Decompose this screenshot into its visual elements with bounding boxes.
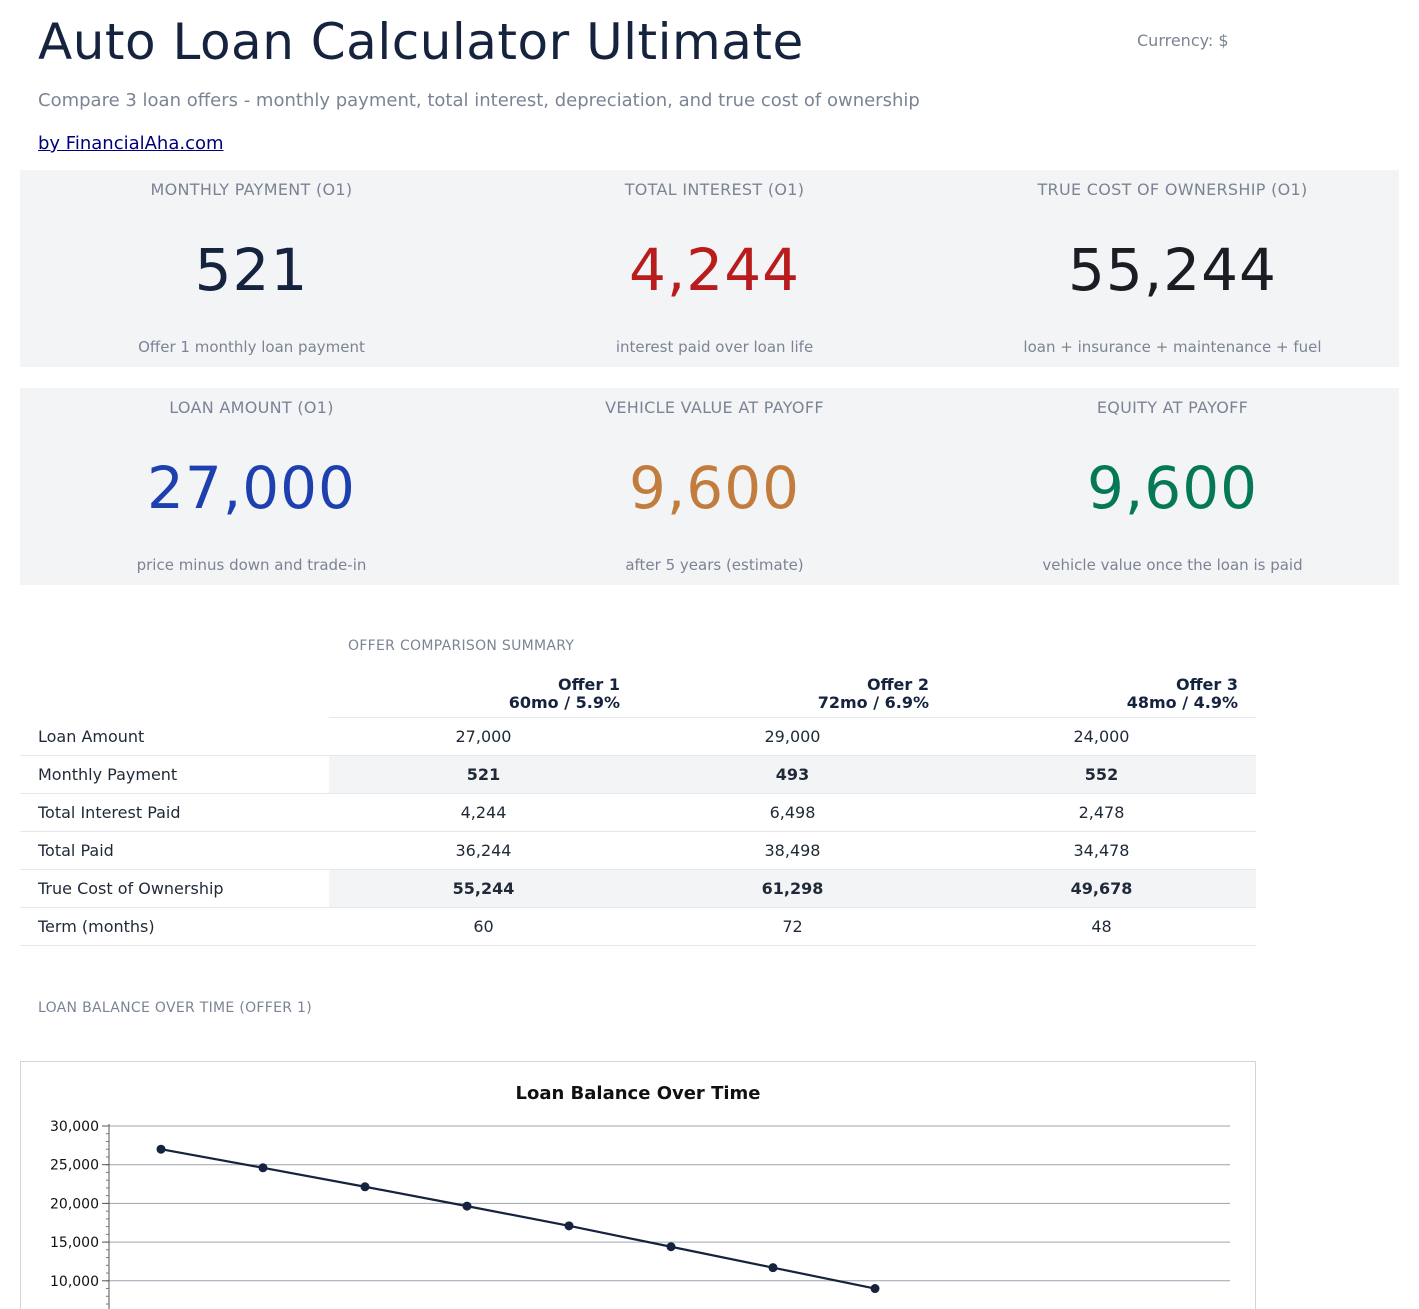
row-value: 552 xyxy=(947,755,1256,794)
card-label: TOTAL INTEREST (O1) xyxy=(624,180,805,199)
offer-name: Offer 1 xyxy=(557,675,620,694)
chart-series xyxy=(156,1144,880,1294)
card-label: EQUITY AT PAYOFF xyxy=(1096,398,1249,417)
card-note: price minus down and trade-in xyxy=(136,556,367,574)
page-subtitle: Compare 3 loan offers - monthly payment,… xyxy=(38,90,920,111)
card-value: 4,244 xyxy=(628,236,801,304)
chart-grid xyxy=(109,1125,1230,1282)
row-value: 24,000 xyxy=(947,717,1256,756)
card-label: LOAN AMOUNT (O1) xyxy=(169,398,334,417)
chart-y-axis xyxy=(102,1124,110,1309)
currency-label: Currency: $ xyxy=(1137,31,1229,50)
row-value: 27,000 xyxy=(329,717,638,756)
card-label: VEHICLE VALUE AT PAYOFF xyxy=(605,398,824,417)
data-point xyxy=(360,1182,370,1192)
table-row: Loan Amount 27,000 29,000 24,000 xyxy=(20,717,1256,756)
row-metric: Monthly Payment xyxy=(20,755,329,794)
card-value: 55,244 xyxy=(1068,236,1277,304)
page-title: Auto Loan Calculator Ultimate xyxy=(38,13,804,71)
loan-balance-chart: Loan Balance Over Time 30,000 25,000 20,00… xyxy=(20,1061,1256,1309)
data-point xyxy=(156,1144,166,1154)
y-tick-label: 10,000 xyxy=(50,1274,99,1290)
summary-cards-row-1: MONTHLY PAYMENT (O1) 521 Offer 1 monthly… xyxy=(20,170,1399,367)
data-point xyxy=(768,1263,778,1273)
row-metric: True Cost of Ownership xyxy=(20,869,329,908)
row-value: 493 xyxy=(638,755,947,794)
card-label: TRUE COST OF OWNERSHIP (O1) xyxy=(1037,180,1308,199)
offer-terms: 48mo / 4.9% xyxy=(1126,693,1238,712)
card-note: interest paid over loan life xyxy=(615,338,814,356)
offer-terms: 60mo / 5.9% xyxy=(508,693,620,712)
loan-balance-chart-svg: Loan Balance Over Time 30,000 25,000 20,00… xyxy=(50,1083,1230,1309)
row-metric: Loan Amount xyxy=(20,717,329,756)
offer-name: Offer 3 xyxy=(1175,675,1238,694)
card-value: 9,600 xyxy=(628,454,801,522)
row-value: 6,498 xyxy=(638,793,947,832)
offer-terms: 72mo / 6.9% xyxy=(817,693,929,712)
comparison-table: Offer 1 60mo / 5.9% Offer 2 72mo / 6.9% Of… xyxy=(20,672,1256,946)
card-label: MONTHLY PAYMENT (O1) xyxy=(150,180,353,199)
table-header-row: Offer 1 60mo / 5.9% Offer 2 72mo / 6.9% Of… xyxy=(20,672,1256,718)
row-value: 61,298 xyxy=(638,869,947,908)
card-loan-amount: LOAN AMOUNT (O1) 27,000 price minus down… xyxy=(20,388,483,585)
card-equity: EQUITY AT PAYOFF 9,600 vehicle value onc… xyxy=(946,388,1399,585)
row-value: 29,000 xyxy=(638,717,947,756)
card-value: 9,600 xyxy=(1086,454,1259,522)
card-value: 521 xyxy=(194,236,309,304)
row-metric: Total Paid xyxy=(20,831,329,870)
byline-link[interactable]: by FinancialAha.com xyxy=(38,133,224,154)
offer-name: Offer 2 xyxy=(866,675,929,694)
data-point xyxy=(870,1284,880,1294)
row-value: 38,498 xyxy=(638,831,947,870)
row-metric: Total Interest Paid xyxy=(20,793,329,832)
table-header-blank xyxy=(20,672,329,718)
card-note: vehicle value once the loan is paid xyxy=(1042,556,1303,574)
data-point xyxy=(462,1201,472,1211)
comparison-section-label: OFFER COMPARISON SUMMARY xyxy=(348,638,575,654)
card-total-interest: TOTAL INTEREST (O1) 4,244 interest paid … xyxy=(483,170,946,367)
row-value: 72 xyxy=(638,907,947,946)
chart-title: Loan Balance Over Time xyxy=(515,1083,760,1104)
row-value: 55,244 xyxy=(329,869,638,908)
row-value: 521 xyxy=(329,755,638,794)
table-row: True Cost of Ownership 55,244 61,298 49,… xyxy=(20,869,1256,908)
row-value: 49,678 xyxy=(947,869,1256,908)
balance-section-label: LOAN BALANCE OVER TIME (OFFER 1) xyxy=(38,1000,313,1016)
card-note: after 5 years (estimate) xyxy=(625,556,804,574)
card-note: loan + insurance + maintenance + fuel xyxy=(1023,338,1322,356)
y-tick-label: 20,000 xyxy=(50,1196,99,1212)
y-tick-label: 15,000 xyxy=(50,1235,99,1251)
card-note: Offer 1 monthly loan payment xyxy=(138,338,365,356)
card-vehicle-value: VEHICLE VALUE AT PAYOFF 9,600 after 5 ye… xyxy=(483,388,946,585)
row-value: 2,478 xyxy=(947,793,1256,832)
table-row: Total Paid 36,244 38,498 34,478 xyxy=(20,831,1256,870)
y-tick-label: 30,000 xyxy=(50,1119,99,1135)
y-tick-label: 25,000 xyxy=(50,1158,99,1174)
summary-cards-row-2: LOAN AMOUNT (O1) 27,000 price minus down… xyxy=(20,388,1399,585)
row-value: 48 xyxy=(947,907,1256,946)
chart-y-tick-labels: 30,000 25,000 20,000 15,000 10,000 xyxy=(50,1119,99,1290)
table-header-offer-2: Offer 2 72mo / 6.9% xyxy=(638,672,947,718)
table-row: Monthly Payment 521 493 552 xyxy=(20,755,1256,794)
row-value: 60 xyxy=(329,907,638,946)
table-row: Term (months) 60 72 48 xyxy=(20,907,1256,946)
card-value: 27,000 xyxy=(147,454,356,522)
table-header-offer-3: Offer 3 48mo / 4.9% xyxy=(947,672,1256,718)
row-value: 4,244 xyxy=(329,793,638,832)
row-value: 36,244 xyxy=(329,831,638,870)
series-line xyxy=(160,1148,876,1290)
table-row: Total Interest Paid 4,244 6,498 2,478 xyxy=(20,793,1256,832)
table-header-offer-1: Offer 1 60mo / 5.9% xyxy=(329,672,638,718)
row-metric: Term (months) xyxy=(20,907,329,946)
card-monthly-payment: MONTHLY PAYMENT (O1) 521 Offer 1 monthly… xyxy=(20,170,483,367)
data-point xyxy=(666,1242,676,1252)
data-point xyxy=(564,1221,574,1231)
data-point xyxy=(258,1163,268,1173)
card-true-cost: TRUE COST OF OWNERSHIP (O1) 55,244 loan … xyxy=(946,170,1399,367)
row-value: 34,478 xyxy=(947,831,1256,870)
